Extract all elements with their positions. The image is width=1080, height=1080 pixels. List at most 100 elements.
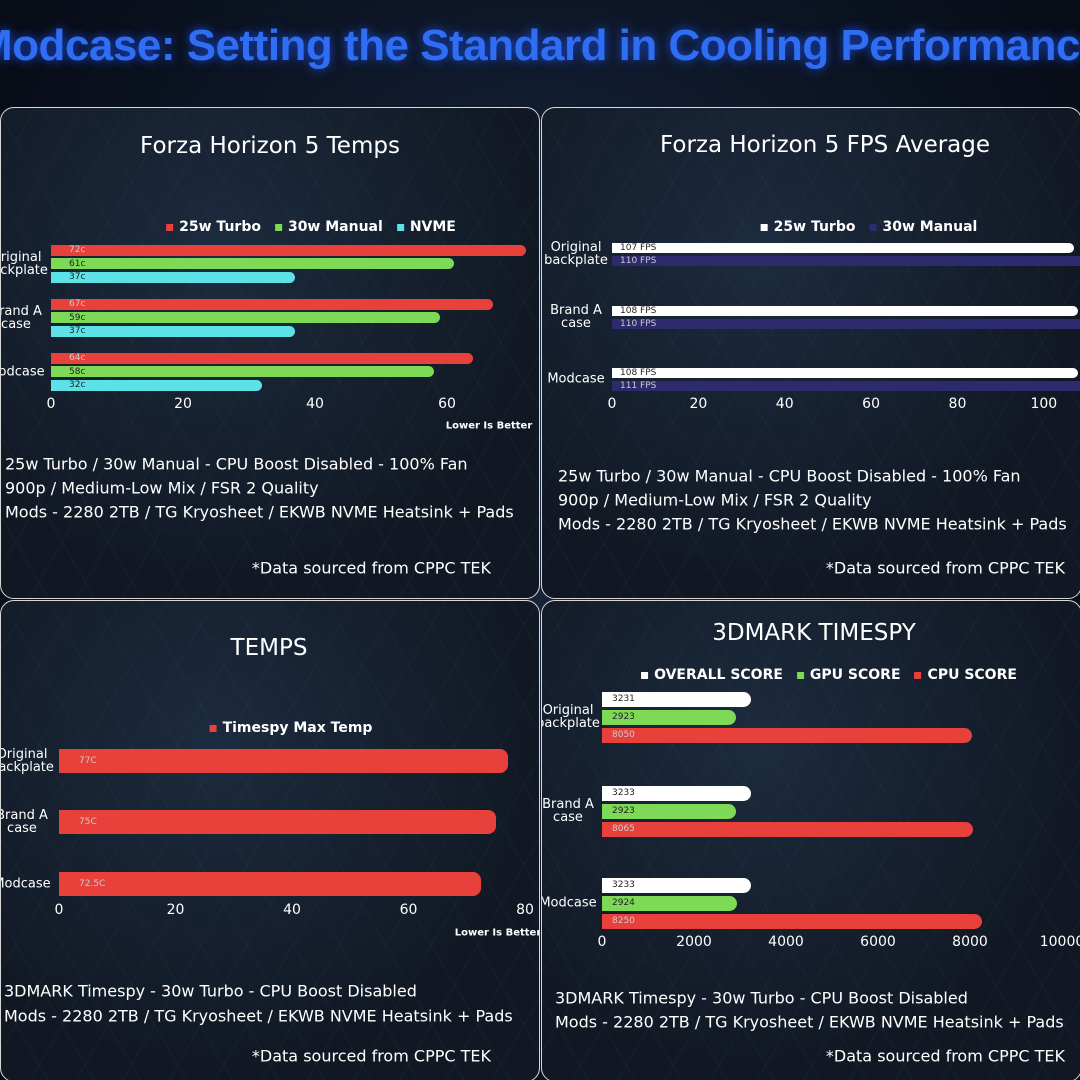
x-tick-label: 100 [1030, 396, 1058, 412]
legend-label: GPU SCORE [809, 667, 901, 683]
x-tick-label: 60 [862, 396, 880, 412]
source: *Data sourced from CPPC TEK [251, 1046, 491, 1066]
x-tick-label: 40 [306, 396, 324, 412]
legend-label: 30w Manual [287, 219, 383, 235]
legend-item: 30w Manual [869, 219, 977, 235]
category-label: Brand A case [542, 797, 594, 825]
legend-item: OVERALL SCORE [641, 667, 783, 683]
bar [612, 318, 1080, 329]
legend-label: 25w Turbo [179, 219, 261, 235]
bar [51, 325, 296, 337]
legend-label: OVERALL SCORE [654, 667, 783, 683]
note: 3DMARK Timespy - 30w Turbo - CPU Boost D… [4, 981, 417, 1001]
legend-label: 25w Turbo [773, 219, 856, 235]
x-tick-label: 4000 [768, 934, 804, 950]
value-label: 77C [79, 756, 97, 766]
bar [602, 821, 973, 837]
category-label: Original backplate [0, 747, 54, 775]
note: 900p / Medium-Low Mix / FSR 2 Quality [5, 478, 319, 498]
bar [602, 803, 737, 819]
value-label: 75C [79, 817, 97, 827]
legend-marker [209, 724, 217, 732]
value-label: 32c [69, 380, 86, 390]
value-label: 2924 [612, 898, 635, 908]
legend-item: GPU SCORE [796, 667, 901, 683]
legend: 25w Turbo 30w Manual [760, 219, 977, 235]
value-label: 108 FPS [620, 306, 657, 316]
bar [612, 306, 1079, 316]
legend-marker [796, 671, 804, 679]
value-label: 3233 [612, 788, 635, 798]
value-label: 37c [69, 326, 86, 336]
source: *Data sourced from CPPC TEK [251, 558, 491, 578]
legend-marker [869, 223, 877, 231]
legend-item: Timespy Max Temp [209, 720, 373, 736]
value-label: 107 FPS [620, 243, 657, 253]
bar [612, 368, 1079, 378]
note: Mods - 2280 2TB / TG Kryosheet / EKWB NV… [5, 502, 514, 522]
x-tick-label: 0 [46, 396, 56, 412]
bar [59, 872, 482, 896]
source: *Data sourced from CPPC TEK [825, 1046, 1065, 1066]
chart-title: 3DMARK TIMESPY [712, 620, 916, 646]
value-label: 58c [69, 366, 86, 377]
x-tick-label: 40 [775, 396, 794, 412]
value-label: 108 FPS [620, 368, 657, 378]
bar [602, 727, 973, 743]
value-label: 8050 [612, 730, 635, 740]
x-tick-label: 60 [399, 902, 418, 918]
panel: 3DMARK TIMESPY OVERALL SCORE GPU SCORE CPU … [541, 600, 1080, 1080]
x-tick-label: 20 [174, 396, 192, 412]
value-label: 61c [69, 258, 86, 269]
legend: 25w Turbo 30w Manual NVME [166, 219, 456, 235]
bar [612, 255, 1080, 266]
note: 25w Turbo / 30w Manual - CPU Boost Disab… [5, 454, 468, 474]
value-label: 64c [69, 353, 86, 363]
legend-item: 25w Turbo [760, 219, 856, 235]
bar [51, 352, 474, 364]
legend-marker [396, 223, 404, 231]
value-label: 3233 [612, 880, 635, 890]
bar [51, 312, 441, 323]
chart-title: Forza Horizon 5 FPS Average [659, 132, 991, 158]
bar [612, 380, 1080, 391]
x-tick-label: 8000 [952, 934, 988, 950]
bar [51, 298, 494, 310]
legend-marker [760, 223, 768, 231]
legend: Timespy Max Temp [209, 720, 373, 736]
panel: TEMPS Timespy Max Temp 0 20 40 60 80 Original b… [0, 600, 540, 1080]
value-label: 2923 [612, 806, 635, 816]
legend-label: Timespy Max Temp [222, 720, 373, 736]
category-label: Modcase [541, 895, 597, 911]
x-tick-label: 0 [607, 396, 617, 412]
x-tick-label: 20 [689, 396, 708, 412]
legend-marker [274, 223, 282, 231]
category-label: Modcase [1, 876, 51, 892]
x-tick-label: 0 [54, 902, 64, 918]
note: Mods - 2280 2TB / TG Kryosheet / EKWB NV… [4, 1006, 513, 1026]
panel: Forza Horizon 5 Temps 25w Turbo 30w Manual… [0, 107, 540, 599]
value-label: 111 FPS [620, 380, 657, 391]
bar [602, 913, 982, 929]
bar [602, 709, 737, 725]
bar [51, 379, 263, 391]
value-label: 8250 [612, 916, 635, 926]
value-label: 37c [69, 272, 86, 282]
value-label: 3231 [612, 694, 635, 704]
legend-marker [914, 671, 922, 679]
category-label: Modcase [0, 364, 45, 379]
category-label: Original backplate [0, 249, 48, 278]
bar [612, 243, 1075, 253]
note: 25w Turbo / 30w Manual - CPU Boost Disab… [558, 466, 1021, 486]
bar [51, 244, 527, 256]
legend-item: 30w Manual [274, 219, 383, 235]
legend-marker [641, 671, 649, 679]
x-tick-label: 0 [597, 934, 607, 950]
legend-item: CPU SCORE [914, 667, 1017, 683]
bar [51, 271, 296, 283]
bar [602, 877, 751, 893]
category-label: Modcase [547, 371, 605, 387]
category-label: Brand A case [0, 808, 48, 836]
legend: OVERALL SCORE GPU SCORE CPU SCORE [641, 667, 1017, 683]
